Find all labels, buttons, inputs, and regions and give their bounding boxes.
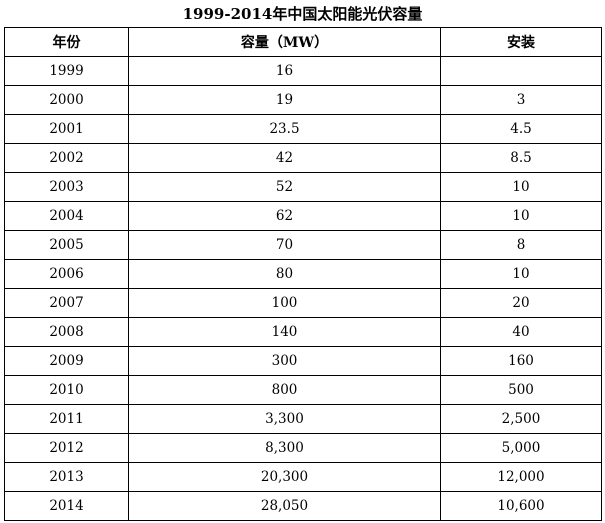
year-cell: 2013 (4, 462, 129, 492)
installed-cell: 40 (440, 317, 602, 347)
table-row: 2008 140 40 (4, 317, 602, 347)
table-row: 2009 300 160 (4, 346, 602, 376)
year-cell: 2006 (4, 259, 129, 289)
table-body: 1999 16 2000 19 3 2001 23.5 4.5 2002 42 8.5 2003 52 1… (4, 56, 602, 521)
capacity-cell: 23.5 (128, 114, 441, 144)
capacity-cell: 140 (128, 317, 441, 347)
installed-cell: 5,000 (440, 433, 602, 463)
header-year: 年份 (4, 27, 129, 57)
table-row: 2010 800 500 (4, 375, 602, 405)
capacity-cell: 20,300 (128, 462, 441, 492)
installed-cell: 500 (440, 375, 602, 405)
installed-cell: 3 (440, 85, 602, 115)
installed-cell: 8.5 (440, 143, 602, 173)
year-cell: 2007 (4, 288, 129, 318)
capacity-cell: 100 (128, 288, 441, 318)
capacity-cell: 52 (128, 172, 441, 202)
year-cell: 2011 (4, 404, 129, 434)
capacity-cell: 28,050 (128, 491, 441, 521)
header-installed: 安装 (440, 27, 602, 57)
header-capacity: 容量（MW） (128, 27, 441, 57)
installed-cell: 12,000 (440, 462, 602, 492)
installed-cell: 160 (440, 346, 602, 376)
table-row: 2000 19 3 (4, 85, 602, 115)
capacity-table: 年份 容量（MW） 安装 1999 16 2000 19 3 2001 23.5 4.5 200… (4, 27, 602, 521)
year-cell: 2009 (4, 346, 129, 376)
table-row: 2014 28,050 10,600 (4, 491, 602, 521)
installed-cell: 20 (440, 288, 602, 318)
capacity-cell: 62 (128, 201, 441, 231)
table-row: 2003 52 10 (4, 172, 602, 202)
installed-cell: 10 (440, 201, 602, 231)
year-cell: 2005 (4, 230, 129, 260)
capacity-cell: 80 (128, 259, 441, 289)
year-cell: 2003 (4, 172, 129, 202)
capacity-cell: 19 (128, 85, 441, 115)
year-cell: 2002 (4, 143, 129, 173)
table-row: 2013 20,300 12,000 (4, 462, 602, 492)
capacity-cell: 800 (128, 375, 441, 405)
capacity-cell: 16 (128, 56, 441, 86)
table-row: 2006 80 10 (4, 259, 602, 289)
table-row: 2004 62 10 (4, 201, 602, 231)
installed-cell: 10,600 (440, 491, 602, 521)
installed-cell: 2,500 (440, 404, 602, 434)
table-row: 1999 16 (4, 56, 602, 86)
capacity-cell: 8,300 (128, 433, 441, 463)
year-cell: 2012 (4, 433, 129, 463)
table-header: 年份 容量（MW） 安装 (4, 27, 602, 57)
table-row: 2001 23.5 4.5 (4, 114, 602, 144)
installed-cell (440, 56, 602, 86)
table-row: 2007 100 20 (4, 288, 602, 318)
header-row: 年份 容量（MW） 安装 (4, 27, 602, 57)
installed-cell: 4.5 (440, 114, 602, 144)
capacity-cell: 42 (128, 143, 441, 173)
year-cell: 2014 (4, 491, 129, 521)
year-cell: 2001 (4, 114, 129, 144)
year-cell: 1999 (4, 56, 129, 86)
capacity-cell: 3,300 (128, 404, 441, 434)
table-row: 2012 8,300 5,000 (4, 433, 602, 463)
table-row: 2005 70 8 (4, 230, 602, 260)
installed-cell: 10 (440, 259, 602, 289)
year-cell: 2008 (4, 317, 129, 347)
table-title: 1999-2014年中国太阳能光伏容量 (182, 5, 423, 23)
installed-cell: 10 (440, 172, 602, 202)
capacity-cell: 70 (128, 230, 441, 260)
installed-cell: 8 (440, 230, 602, 260)
year-cell: 2000 (4, 85, 129, 115)
table-row: 2002 42 8.5 (4, 143, 602, 173)
capacity-cell: 300 (128, 346, 441, 376)
year-cell: 2004 (4, 201, 129, 231)
year-cell: 2010 (4, 375, 129, 405)
table-row: 2011 3,300 2,500 (4, 404, 602, 434)
